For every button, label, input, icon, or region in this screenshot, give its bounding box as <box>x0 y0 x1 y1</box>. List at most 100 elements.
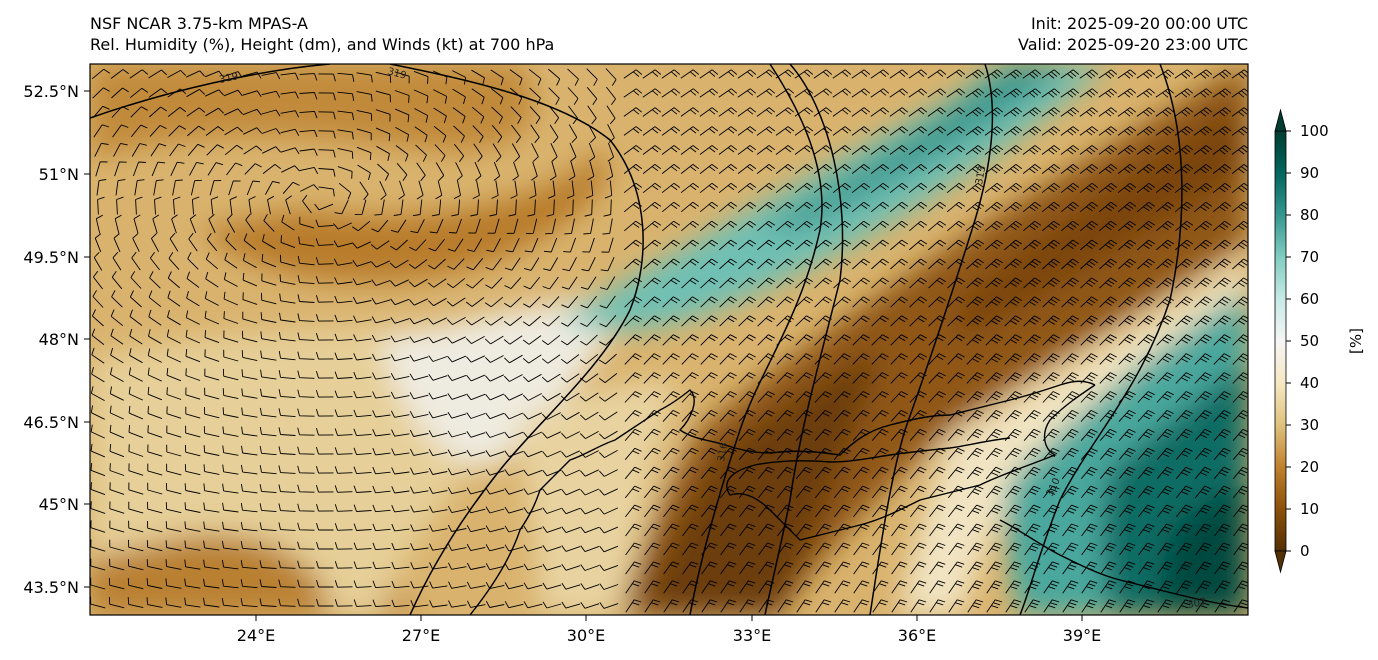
wind-barb <box>222 426 239 437</box>
wind-barb <box>522 373 542 383</box>
wind-barb <box>738 353 756 365</box>
fields-title: Rel. Humidity (%), Height (dm), and Wind… <box>90 35 555 54</box>
wind-barb <box>701 580 718 594</box>
wind-barb <box>1022 201 1042 213</box>
wind-barb <box>986 504 1003 518</box>
wind-barb <box>606 86 616 106</box>
wind-barb <box>468 218 481 234</box>
wind-barb <box>947 428 965 441</box>
wind-barb <box>204 330 220 344</box>
colorbar-tick-label: 30 <box>1300 416 1319 434</box>
wind-barb <box>337 147 354 159</box>
wind-barb <box>1232 277 1248 289</box>
wind-barb <box>446 297 466 307</box>
wind-barb <box>794 69 814 79</box>
wind-barb <box>928 391 946 403</box>
wind-barb <box>1137 296 1155 308</box>
wind-barb <box>1061 334 1079 346</box>
wind-barb <box>1194 296 1212 308</box>
wind-barb <box>756 145 776 155</box>
wind-barb <box>353 409 372 418</box>
wind-barb <box>909 353 927 365</box>
wind-barb <box>1212 164 1232 174</box>
wind-barb <box>281 214 295 231</box>
wind-barb <box>985 428 1003 441</box>
wind-barb <box>624 466 642 480</box>
wind-barb <box>1117 69 1137 79</box>
wind-barb <box>337 91 355 101</box>
wind-barb <box>300 184 319 192</box>
wind-barb <box>261 128 281 135</box>
wind-barb <box>1194 277 1212 289</box>
wind-barb <box>1156 447 1174 460</box>
wind-barb <box>240 522 258 532</box>
wind-barb <box>662 315 680 327</box>
wind-barb <box>224 108 243 116</box>
wind-barb <box>334 580 353 588</box>
wind-barb <box>1193 182 1213 194</box>
wind-barb <box>90 501 106 514</box>
wind-barb <box>148 69 168 79</box>
wind-barb <box>259 541 277 550</box>
wind-barb <box>984 107 1004 117</box>
wind-barb <box>129 87 149 99</box>
wind-barb <box>278 579 296 588</box>
lat-tick-label: 46.5°N <box>23 413 79 432</box>
wind-barb <box>700 485 718 499</box>
wind-barb <box>95 214 103 234</box>
wind-barb <box>560 334 579 346</box>
wind-barb <box>185 425 201 438</box>
wind-barb <box>795 239 814 251</box>
wind-barb <box>1231 126 1248 136</box>
wind-barb <box>414 108 429 123</box>
wind-barb <box>966 353 984 365</box>
wind-barb <box>485 257 502 271</box>
wind-barb <box>947 296 965 308</box>
wind-barb <box>504 601 524 609</box>
wind-barb <box>699 182 719 194</box>
wind-barb <box>889 88 909 98</box>
wind-barb <box>394 108 410 123</box>
wind-barb <box>353 561 372 569</box>
wind-barb <box>560 354 580 364</box>
colorbar-tick-label: 70 <box>1300 248 1319 266</box>
wind-barb <box>190 179 202 196</box>
wind-barb <box>852 220 871 232</box>
wind-barb <box>166 387 182 400</box>
wind-barb <box>1099 447 1117 460</box>
wind-barb <box>278 389 296 399</box>
wind-barb <box>965 201 985 213</box>
wind-barb <box>222 483 239 494</box>
wind-barb <box>357 164 371 181</box>
wind-barb <box>1213 391 1231 403</box>
wind-barb <box>280 72 299 80</box>
wind-barb <box>91 347 105 364</box>
wind-barb <box>279 293 296 304</box>
wind-barb <box>186 107 206 117</box>
wind-barb <box>1194 485 1212 499</box>
wind-barb <box>353 353 372 361</box>
wind-barb <box>910 504 927 518</box>
wind-barb <box>205 107 225 117</box>
wind-barb <box>1137 428 1155 441</box>
wind-barb <box>504 257 521 271</box>
wind-barb <box>315 427 334 436</box>
wind-barb <box>910 580 927 594</box>
wind-barb <box>110 309 124 327</box>
wind-barb <box>1194 239 1213 251</box>
wind-barb <box>1022 145 1042 155</box>
wind-barb <box>242 253 257 268</box>
wind-barb <box>719 258 737 270</box>
wind-barb <box>909 258 927 270</box>
wind-barb <box>267 195 275 215</box>
wind-barb <box>700 315 718 327</box>
wind-barb <box>1023 296 1041 308</box>
wind-barb <box>871 372 889 384</box>
wind-barb <box>967 542 984 556</box>
wind-barb <box>560 373 580 383</box>
wind-barb <box>278 522 296 531</box>
wind-barb <box>223 311 239 324</box>
wind-barb <box>1061 447 1079 460</box>
wind-barb <box>112 124 129 138</box>
wind-barb <box>168 125 186 137</box>
